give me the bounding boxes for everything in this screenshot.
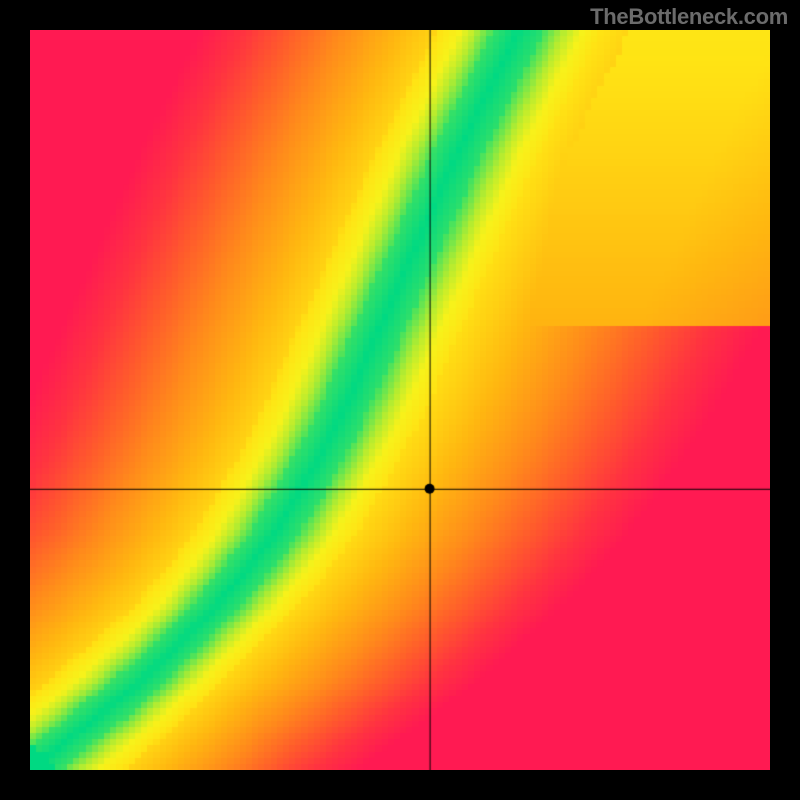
watermark-text: TheBottleneck.com [590, 4, 788, 30]
chart-container: TheBottleneck.com [0, 0, 800, 800]
bottleneck-heatmap [30, 30, 770, 770]
